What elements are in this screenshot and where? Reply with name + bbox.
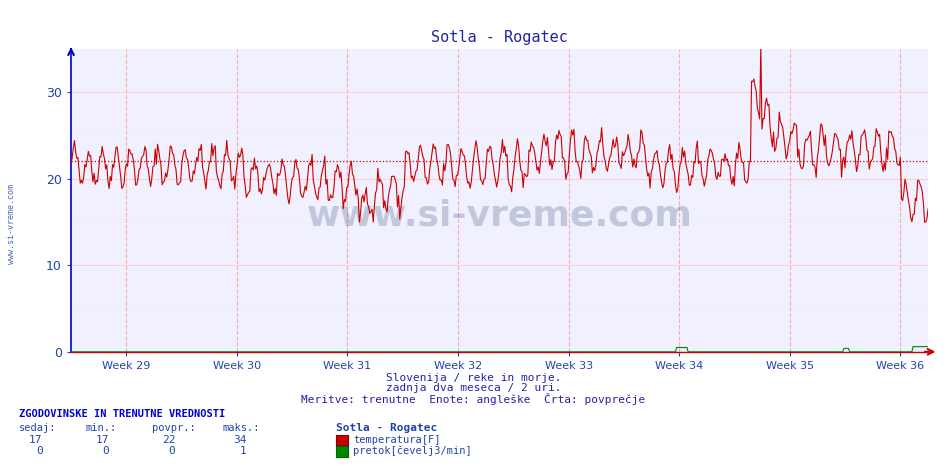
Text: 0: 0: [36, 446, 43, 456]
Text: min.:: min.:: [85, 423, 116, 433]
Text: 17: 17: [96, 435, 109, 445]
Text: pretok[čevelj3/min]: pretok[čevelj3/min]: [353, 446, 472, 456]
Text: Slovenija / reke in morje.: Slovenija / reke in morje.: [385, 373, 562, 383]
Text: 0: 0: [169, 446, 175, 456]
Text: povpr.:: povpr.:: [152, 423, 195, 433]
Text: sedaj:: sedaj:: [19, 423, 57, 433]
Text: zadnja dva meseca / 2 uri.: zadnja dva meseca / 2 uri.: [385, 383, 562, 393]
Text: Sotla - Rogatec: Sotla - Rogatec: [336, 423, 438, 433]
Title: Sotla - Rogatec: Sotla - Rogatec: [431, 30, 568, 45]
Text: 22: 22: [162, 435, 175, 445]
Text: 34: 34: [233, 435, 246, 445]
Text: www.si-vreme.com: www.si-vreme.com: [307, 199, 692, 233]
Text: 1: 1: [240, 446, 246, 456]
Text: 0: 0: [102, 446, 109, 456]
Text: 17: 17: [29, 435, 43, 445]
Text: temperatura[F]: temperatura[F]: [353, 435, 440, 445]
Text: maks.:: maks.:: [223, 423, 260, 433]
Text: www.si-vreme.com: www.si-vreme.com: [7, 184, 16, 264]
Text: ZGODOVINSKE IN TRENUTNE VREDNOSTI: ZGODOVINSKE IN TRENUTNE VREDNOSTI: [19, 409, 225, 419]
Text: Meritve: trenutne  Enote: angleške  Črta: povprečje: Meritve: trenutne Enote: angleške Črta: …: [301, 393, 646, 405]
